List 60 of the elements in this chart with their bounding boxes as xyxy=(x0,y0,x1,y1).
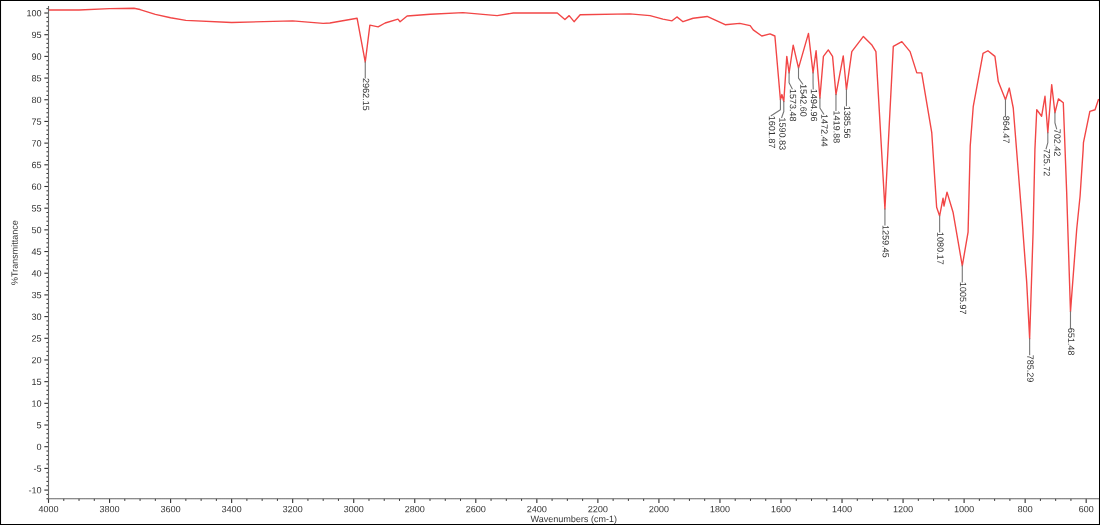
x-tick-label: 1600 xyxy=(771,505,791,513)
x-tick-label: 3600 xyxy=(160,505,181,513)
annotation: 1601.87 xyxy=(768,116,776,148)
y-tick-label: 30 xyxy=(31,313,42,320)
x-tick-label: 2600 xyxy=(466,505,486,513)
annotation: 785.29 xyxy=(1027,355,1034,382)
y-tick-label: 5 xyxy=(36,422,42,429)
y-tick-label: 25 xyxy=(31,335,42,342)
y-axis-title: %Transmittance xyxy=(11,220,18,285)
y-tick-label: -5 xyxy=(33,465,42,472)
y-tick-label: 35 xyxy=(31,291,42,299)
x-tick-label: 3800 xyxy=(99,505,120,513)
y-tick-label: 40 xyxy=(31,270,42,277)
x-tick-label: 1800 xyxy=(710,505,730,513)
y-tick-label: 20 xyxy=(31,356,42,364)
y-tick-label: 65 xyxy=(31,161,42,169)
annotation: 702.42 xyxy=(1054,129,1061,156)
y-tick-label: 85 xyxy=(31,75,42,82)
y-tick-label: 45 xyxy=(31,248,42,255)
y-tick-label: -10 xyxy=(28,487,42,494)
x-tick-label: 800 xyxy=(1018,505,1033,513)
y-tick-label: 0 xyxy=(36,443,42,451)
annotation: 1590.83 xyxy=(779,118,786,150)
y-tick-label: 90 xyxy=(31,53,42,60)
x-tick-label: 3000 xyxy=(344,505,364,513)
y-tick-label: 10 xyxy=(32,400,42,407)
annotation: 1419.88 xyxy=(833,111,840,143)
annotation: 1472.44 xyxy=(821,114,828,147)
x-tick-label: 2200 xyxy=(588,505,608,513)
y-tick-label: 70 xyxy=(31,140,42,147)
x-tick-label: 3200 xyxy=(282,505,303,513)
x-tick-label: 1000 xyxy=(954,505,974,513)
y-tick-label: 55 xyxy=(31,205,42,212)
annotation: 1259.45 xyxy=(882,225,889,258)
annotation: 2962.15 xyxy=(362,78,370,111)
x-tick-label: 2000 xyxy=(649,505,669,513)
annotation: 864.47 xyxy=(1003,116,1010,143)
y-tick-label: 80 xyxy=(31,96,42,104)
annotation: 1080.17 xyxy=(937,232,944,265)
x-tick-label: 1400 xyxy=(832,505,852,513)
y-tick-label: 100 xyxy=(27,9,42,17)
x-tick-label: 3400 xyxy=(221,505,242,513)
annotation: 725.72 xyxy=(1043,149,1051,176)
annotation: 1385.56 xyxy=(844,106,851,139)
x-axis-title: Wavenumbers (cm-1) xyxy=(530,515,617,524)
y-tick-label: 60 xyxy=(31,183,42,190)
annotation: 1005.97 xyxy=(959,282,967,315)
annotation: 1494.96 xyxy=(810,89,818,122)
x-tick-label: 4000 xyxy=(38,505,59,513)
y-tick-label: 50 xyxy=(31,226,42,234)
x-tick-label: 2400 xyxy=(527,505,547,513)
annotation: 1542.60 xyxy=(800,84,807,117)
y-tick-label: 75 xyxy=(31,118,42,125)
annotation: 651.48 xyxy=(1068,328,1075,356)
x-tick-label: 600 xyxy=(1079,505,1094,513)
y-tick-label: 95 xyxy=(31,31,42,39)
x-tick-label: 2800 xyxy=(405,505,425,513)
annotation: 1573.48 xyxy=(789,89,797,122)
x-tick-label: 1200 xyxy=(893,505,913,513)
y-tick-label: 15 xyxy=(32,378,42,386)
